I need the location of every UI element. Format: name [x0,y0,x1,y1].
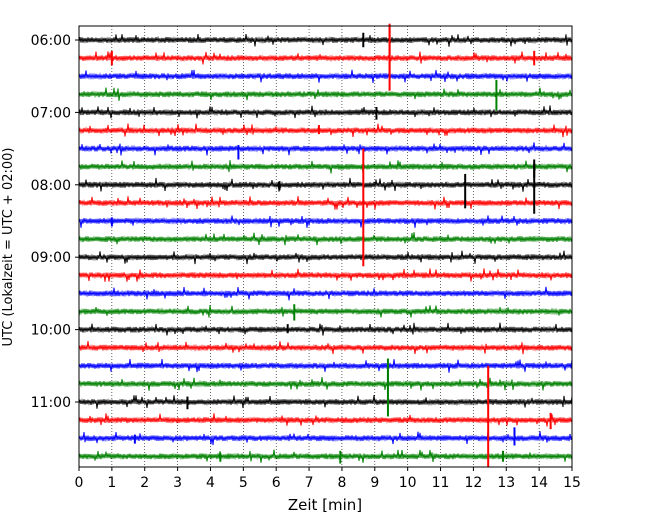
trace-row-3 [78,87,573,101]
trace-row-2 [78,69,573,83]
x-tick-label: 10 [399,475,417,491]
y-tick-label: 08:00 [31,178,71,194]
events [110,23,552,467]
trace-row-5 [78,123,573,138]
x-tick-label: 14 [530,475,548,491]
x-tick-label: 8 [337,475,346,491]
trace-row-19 [78,376,573,391]
x-axis-title: Zeit [min] [288,496,362,514]
x-tick-label: 3 [173,475,182,491]
x-tick-label: 0 [75,475,84,491]
trace-row-13 [78,268,573,282]
x-tick-label: 2 [140,475,149,491]
x-tick-label: 1 [107,475,116,491]
x-tick-label: 5 [239,475,248,491]
y-tick-label: 07:00 [31,105,71,121]
trace-row-20 [78,395,573,409]
y-tick-label: 06:00 [31,33,71,49]
x-tick-label: 7 [305,475,314,491]
trace-row-21 [78,413,573,427]
x-tick-label: 4 [206,475,215,491]
y-ticks: 06:00 07:00 08:00 09:00 10:00 11:00 [31,33,79,411]
y-tick-label: 11:00 [31,395,71,411]
trace-row-1 [78,51,573,65]
trace-row-15 [78,305,573,318]
y-tick-label: 09:00 [31,250,71,266]
x-tick-label: 15 [563,475,581,491]
trace-row-22 [78,431,573,446]
trace-row-14 [78,286,573,301]
trace-row-0 [78,34,573,47]
trace-row-23 [78,449,573,463]
trace-row-7 [78,160,573,174]
x-tick-label: 9 [370,475,379,491]
plot-frame [78,25,573,468]
trace-row-11 [78,232,573,246]
trace-row-4 [78,105,573,119]
x-tick-label: 13 [497,475,515,491]
x-tick-label: 6 [272,475,281,491]
trace-row-18 [78,358,573,373]
trace-row-12 [78,250,573,265]
trace-row-9 [78,196,573,210]
y-tick-label: 10:00 [31,323,71,339]
traces [78,34,573,463]
trace-row-16 [78,322,573,336]
trace-row-8 [78,177,573,192]
trace-row-10 [78,215,573,228]
x-tick-label: 12 [464,475,482,491]
trace-row-6 [78,142,573,156]
y-axis-title: UTC (Lokalzeit = UTC + 02:00) [1,148,16,347]
trace-row-17 [78,341,573,355]
x-tick-label: 11 [432,475,450,491]
x-ticks: 0 1 2 3 4 5 6 7 8 9 10 11 12 13 14 15 [75,467,581,491]
